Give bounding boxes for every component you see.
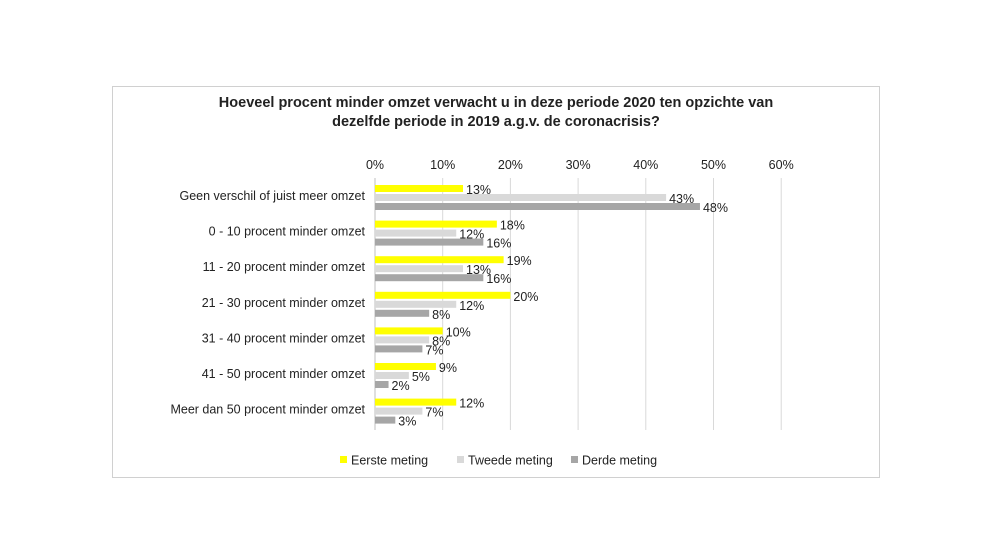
- x-axis-ticks: 0% 10% 20% 30% 40% 50% 60%: [366, 158, 794, 172]
- category-label-6: Meer dan 50 procent minder omzet: [170, 403, 365, 417]
- data-label-1-6: 7%: [425, 406, 443, 420]
- data-label-0-1: 18%: [500, 219, 525, 233]
- tick-label-20: 20%: [498, 158, 523, 172]
- data-label-2-1: 16%: [486, 237, 511, 251]
- data-label-1-1: 12%: [459, 228, 484, 242]
- category-label-5: 41 - 50 procent minder omzet: [202, 367, 366, 381]
- bar-2-1: [375, 238, 484, 246]
- bar-2-6: [375, 416, 396, 424]
- category-label-4: 31 - 40 procent minder omzet: [202, 331, 366, 345]
- category-label-0: Geen verschil of juist meer omzet: [180, 189, 366, 203]
- bar-1-3: [375, 300, 457, 308]
- bar-1-1: [375, 229, 457, 237]
- bar-1-4: [375, 336, 430, 344]
- legend: Eerste meting Tweede meting Derde meting: [340, 454, 657, 468]
- chart-title: Hoeveel procent minder omzet verwacht u …: [112, 94, 880, 132]
- legend-swatch-1: [457, 456, 464, 463]
- data-label-2-2: 16%: [486, 272, 511, 286]
- category-label-2: 11 - 20 procent minder omzet: [203, 260, 366, 274]
- data-label-1-4: 8%: [432, 334, 450, 348]
- tick-label-30: 30%: [566, 158, 591, 172]
- chart-frame: [112, 86, 880, 478]
- bar-2-3: [375, 309, 430, 317]
- data-label-0-0: 13%: [466, 183, 491, 197]
- data-label-2-4: 7%: [425, 343, 443, 357]
- bar-0-2: [375, 256, 504, 264]
- bar-1-2: [375, 265, 464, 273]
- bar-0-1: [375, 220, 497, 228]
- bar-1-0: [375, 194, 667, 201]
- data-label-2-3: 8%: [432, 308, 450, 322]
- tick-label-0: 0%: [366, 158, 384, 172]
- bar-2-0: [375, 203, 700, 210]
- bar-0-0: [375, 185, 464, 192]
- legend-label-2: Derde meting: [582, 454, 657, 468]
- data-label-0-5: 9%: [439, 361, 457, 375]
- bar-2-4: [375, 345, 423, 353]
- tick-label-60: 60%: [769, 158, 794, 172]
- chart-title-line-2: dezelfde periode in 2019 a.g.v. de coron…: [332, 114, 660, 130]
- data-label-0-2: 19%: [507, 254, 532, 268]
- data-label-2-6: 3%: [398, 415, 416, 429]
- legend-label-0: Eerste meting: [351, 454, 428, 468]
- data-label-1-5: 5%: [412, 370, 430, 384]
- bar-0-5: [375, 363, 436, 370]
- data-label-0-3: 20%: [513, 290, 538, 304]
- data-label-1-2: 13%: [466, 263, 491, 277]
- bar-0-3: [375, 291, 511, 299]
- data-label-1-3: 12%: [459, 299, 484, 313]
- category-label-3: 21 - 30 procent minder omzet: [202, 296, 366, 310]
- bars: [375, 185, 700, 424]
- bar-2-2: [375, 274, 484, 282]
- category-labels: Geen verschil of juist meer omzet 0 - 10 …: [170, 189, 365, 417]
- data-label-2-5: 2%: [392, 379, 410, 393]
- bar-1-5: [375, 372, 409, 379]
- bar-1-6: [375, 407, 423, 415]
- data-label-1-0: 43%: [669, 192, 694, 206]
- data-label-2-0: 48%: [703, 201, 728, 215]
- bar-0-6: [375, 398, 457, 406]
- data-label-0-6: 12%: [459, 397, 484, 411]
- chart-title-line-1: Hoeveel procent minder omzet verwacht u …: [218, 95, 774, 111]
- legend-label-1: Tweede meting: [468, 454, 553, 468]
- legend-swatch-2: [571, 456, 578, 463]
- data-label-0-4: 10%: [446, 325, 471, 339]
- bar-0-4: [375, 327, 443, 335]
- tick-label-50: 50%: [701, 158, 726, 172]
- tick-label-10: 10%: [430, 158, 455, 172]
- data-labels: 13%43%48%18%12%16%19%13%16%20%12%8%10%8%…: [392, 183, 728, 429]
- legend-swatch-0: [340, 456, 347, 463]
- category-label-1: 0 - 10 procent minder omzet: [209, 225, 366, 239]
- bar-2-5: [375, 381, 389, 388]
- tick-label-40: 40%: [633, 158, 658, 172]
